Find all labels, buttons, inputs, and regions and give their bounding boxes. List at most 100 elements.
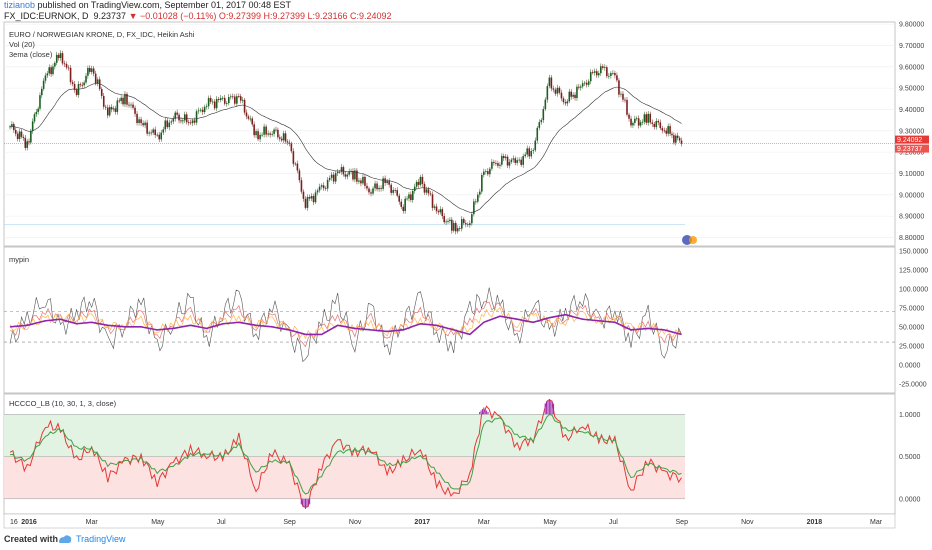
candle-body (158, 134, 161, 140)
candle-body (253, 124, 255, 136)
candle-body (467, 224, 469, 226)
candle-body (433, 206, 436, 208)
candle-body (83, 82, 85, 86)
candle-body (162, 129, 165, 133)
candle-body (394, 190, 396, 191)
candle-body (336, 171, 339, 174)
candle-body (435, 206, 438, 212)
candle-body (680, 140, 683, 144)
footer: Created with TradingView (0, 530, 932, 550)
candle-body (522, 156, 524, 165)
candle-body (20, 131, 23, 137)
candle-body (396, 190, 399, 196)
candle-body (67, 67, 70, 69)
candle-body (606, 67, 608, 77)
candle-body (346, 174, 349, 177)
candle-body (267, 133, 269, 135)
candle-body (497, 163, 499, 166)
candle-body (456, 228, 459, 232)
candle-body (132, 104, 134, 108)
price-chart-title: EURO / NORWEGIAN KRONE, D, FX_IDC, Heiki… (9, 30, 195, 39)
candle-body (451, 219, 453, 231)
time-tick-label: Mar (870, 519, 883, 526)
candle-body (176, 112, 178, 115)
candle-body (678, 137, 681, 141)
candle-body (100, 89, 103, 96)
time-axis (3, 513, 896, 529)
candle-body (589, 72, 592, 82)
price-tick-label: 8.80000 (899, 235, 924, 242)
price-tick-label: 9.60000 (899, 64, 924, 71)
hccco-tick-label: 0.5000 (899, 454, 921, 461)
candle-body (568, 91, 571, 102)
candle-body (168, 122, 171, 128)
candle-body (110, 107, 113, 110)
candle-body (506, 156, 509, 166)
candle-body (400, 201, 403, 207)
candle-body (187, 122, 190, 123)
time-tick-label: Nov (349, 519, 362, 526)
candle-body (510, 159, 513, 163)
candle-body (425, 189, 428, 193)
candle-body (632, 122, 634, 126)
candle-body (552, 88, 555, 90)
ema-legend: 3ema (close) (9, 50, 53, 59)
candle-body (449, 219, 451, 222)
candle-body (614, 73, 616, 76)
candle-body (247, 116, 250, 119)
candle-body (209, 98, 212, 102)
candle-body (518, 159, 520, 161)
candle-body (544, 99, 547, 110)
mypin-tick-label: 50.0000 (899, 324, 924, 331)
candle-body (243, 99, 246, 113)
time-tick-label: 16 (10, 519, 18, 526)
candle-body (178, 114, 180, 121)
candle-body (491, 161, 493, 169)
candle-body (534, 140, 537, 151)
candle-body (502, 155, 505, 159)
candle-body (516, 160, 518, 163)
candle-body (514, 158, 517, 163)
candle-body (290, 143, 293, 152)
candle-body (22, 136, 25, 138)
candle-body (512, 158, 515, 160)
time-tick-label: Jul (217, 519, 226, 526)
candle-body (647, 113, 650, 123)
candle-body (199, 109, 202, 111)
candle-body (85, 75, 87, 83)
candle-body (520, 159, 522, 165)
candle-body (641, 121, 644, 123)
publish-info: published on TradingView.com, September … (35, 0, 292, 10)
candle-body (461, 219, 463, 229)
candle-body (443, 216, 445, 223)
candle-body (610, 73, 612, 76)
candle-body (81, 84, 84, 86)
candle-body (415, 181, 418, 187)
candle-body (279, 137, 281, 139)
candle-body (183, 114, 186, 121)
candle-body (368, 188, 370, 193)
candle-body (65, 64, 68, 68)
price-tick-label: 9.80000 (899, 22, 924, 29)
candle-body (73, 83, 76, 90)
candle-body (649, 113, 652, 123)
chart-header: tizianob published on TradingView.com, S… (0, 0, 932, 22)
candle-body (546, 86, 549, 100)
candle-body (458, 228, 461, 229)
author-link[interactable]: tizianob (4, 0, 36, 10)
candle-body (255, 131, 257, 136)
chart-area[interactable]: 9.80000 9.70000 9.60000 9.50000 9.40000 9.300… (0, 0, 932, 530)
candle-body (124, 93, 126, 105)
candle-body (245, 112, 248, 117)
candle-body (667, 126, 669, 134)
candle-body (406, 198, 408, 200)
candle-body (655, 121, 658, 128)
time-tick-label: May (543, 519, 557, 526)
candle-body (33, 114, 36, 122)
candle-body (138, 119, 140, 124)
time-tick-label: Sep (283, 519, 296, 526)
tradingview-brand[interactable]: TradingView (76, 534, 126, 544)
candle-body (673, 135, 675, 143)
candle-body (354, 170, 356, 180)
mypin-tick-label: 75.0000 (899, 305, 924, 312)
